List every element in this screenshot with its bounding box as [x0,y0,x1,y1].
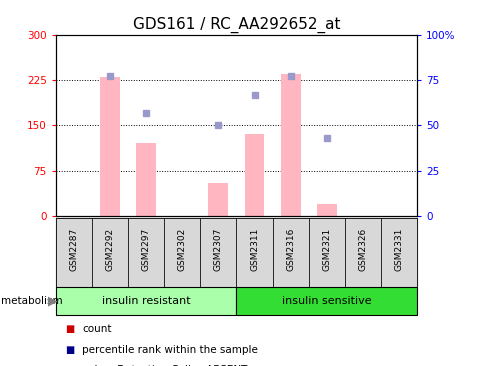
Text: ■: ■ [65,324,75,335]
Bar [272,218,308,287]
Bar [56,218,92,287]
Bar [92,218,128,287]
Text: ■: ■ [65,365,75,366]
Text: GSM2287: GSM2287 [69,227,78,271]
Text: percentile rank within the sample: percentile rank within the sample [82,344,258,355]
Text: value, Detection Call = ABSENT: value, Detection Call = ABSENT [82,365,247,366]
Bar [380,218,416,287]
Text: GSM2326: GSM2326 [358,227,367,271]
Title: GDS161 / RC_AA292652_at: GDS161 / RC_AA292652_at [133,17,339,33]
Bar [236,287,416,315]
Text: insulin sensitive: insulin sensitive [281,296,371,306]
Text: GSM2302: GSM2302 [177,227,186,271]
Text: GSM2307: GSM2307 [213,227,223,271]
Text: GSM2316: GSM2316 [286,227,295,271]
Bar [208,183,228,216]
Bar [136,143,156,216]
Text: count: count [82,324,112,335]
Text: ■: ■ [65,344,75,355]
Text: insulin resistant: insulin resistant [102,296,190,306]
Text: GSM2292: GSM2292 [105,228,114,270]
Bar [56,287,236,315]
Bar [244,134,264,216]
Text: GSM2321: GSM2321 [321,227,331,271]
Bar [308,218,344,287]
Bar [200,218,236,287]
Bar [344,218,380,287]
Text: GSM2331: GSM2331 [393,227,403,271]
Bar [280,74,300,216]
Bar [100,77,120,216]
Bar [128,218,164,287]
Bar [236,218,272,287]
Text: GSM2297: GSM2297 [141,227,151,271]
Bar [316,204,336,216]
Bar [164,218,200,287]
Text: metabolism: metabolism [1,296,62,306]
Text: ▶: ▶ [47,295,57,307]
Text: GSM2311: GSM2311 [249,227,258,271]
